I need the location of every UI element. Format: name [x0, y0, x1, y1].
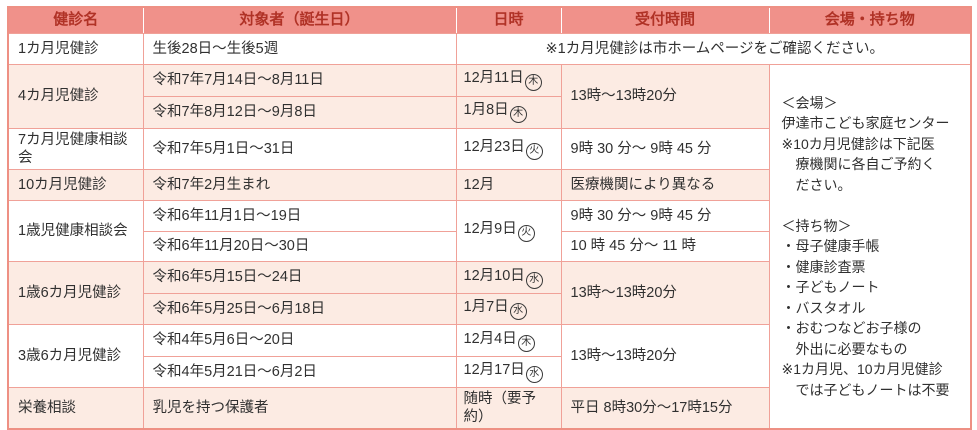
reception-time: 10 時 45 分～ 11 時 — [560, 231, 770, 262]
month1-note: ※1カ月児健診は市ホームページをご確認ください。 — [455, 32, 972, 65]
target-range: 乳児を持つ保護者 — [142, 387, 457, 430]
date-cell: 12月17日水 — [455, 356, 562, 388]
table-row: 1歳6カ月児健診 令和6年5月15日～24日 12月10日水 13時～13時20… — [7, 261, 971, 325]
date-cell: 1月8日木 — [455, 95, 562, 129]
checkup-name: 3歳6カ月児健診 — [7, 324, 144, 388]
date-text: 12月9日 — [463, 221, 517, 237]
date-cell: 12月11日木 — [455, 63, 562, 97]
table-row: 令和6年5月25日～6月18日 1月7日水 — [8, 293, 971, 325]
reception-time: 9時 30 分～ 9時 45 分 — [560, 200, 770, 232]
header-date: 日時 — [455, 5, 562, 34]
target-range: 令和4年5月21日～6月2日 — [142, 356, 457, 388]
reception-time: 9時 30 分～ 9時 45 分 — [560, 127, 770, 171]
date-text: 12月17日 — [463, 362, 525, 378]
date-cell: 12月23日火 — [455, 127, 562, 171]
checkup-name: 栄養相談 — [7, 387, 144, 430]
weekday-circle-icon: 水 — [509, 303, 527, 320]
header-row: 健診名 対象者（誕生日） 日時 受付時間 会場・持ち物 — [7, 5, 972, 34]
table-row: 7カ月児健康相談会 令和7年5月1日～31日 12月23日火 9時 30 分～ … — [7, 127, 971, 171]
date-text: 12月23日 — [463, 138, 525, 155]
reception-time: 13時～13時20分 — [560, 63, 770, 129]
table-row: 3歳6カ月児健診 令和4年5月6日～20日 12月4日木 13時～13時20分 — [7, 324, 971, 388]
target-range: 令和6年11月20日～30日 — [142, 231, 457, 262]
table-row: 4カ月児健診 令和7年7月14日～8月11日 12月11日木 13時～13時20… — [7, 63, 972, 430]
date-text: 12月 — [463, 176, 495, 193]
checkup-name: 10カ月児健診 — [7, 169, 144, 201]
target-range: 令和7年8月12日～9月8日 — [142, 95, 457, 129]
target-range: 令和6年5月25日～6月18日 — [142, 293, 457, 325]
reception-time: 医療機関により異なる — [560, 169, 770, 201]
header-reception: 受付時間 — [560, 5, 770, 34]
date-cell: 12月4日木 — [455, 324, 562, 357]
date-text: 1月7日 — [463, 299, 509, 315]
date-text: 随時（要予約） — [463, 391, 537, 426]
table-row: 令和7年8月12日～9月8日 1月8日木 — [8, 95, 971, 129]
reception-time: 13時～13時20分 — [560, 324, 770, 388]
venue-and-items-notes: ＜会場＞ 伊達市こども家庭センター ※10カ月児健診は下記医 療機関に各自ご予約… — [768, 63, 972, 430]
header-checkup-name: 健診名 — [7, 5, 144, 34]
weekday-circle-icon: 火 — [517, 225, 535, 242]
date-cell: 随時（要予約） — [455, 387, 562, 430]
target-range: 令和6年11月1日～19日 — [142, 200, 457, 232]
header-venue-items: 会場・持ち物 — [768, 5, 972, 34]
date-text: 12月11日 — [463, 70, 524, 87]
table-row: 令和6年11月20日～30日 10 時 45 分～ 11 時 — [8, 231, 971, 262]
weekday-circle-icon: 木 — [517, 334, 535, 352]
schedule-table: 健診名 対象者（誕生日） 日時 受付時間 会場・持ち物 1カ月児健診 生後28日… — [7, 5, 972, 430]
target-range: 令和7年2月生まれ — [142, 169, 457, 201]
target-range: 令和7年5月1日～31日 — [142, 127, 457, 171]
checkup-name: 1歳6カ月児健診 — [7, 261, 144, 325]
table-row: 10カ月児健診 令和7年2月生まれ 12月 医療機関により異なる — [7, 169, 971, 201]
weekday-circle-icon: 木 — [509, 106, 527, 124]
table-row: 令和4年5月21日～6月2日 12月17日水 — [8, 356, 971, 388]
reception-time: 平日 8時30分～17時15分 — [560, 387, 770, 430]
date-text: 12月10日 — [463, 267, 525, 284]
date-cell: 12月9日火 — [455, 200, 562, 262]
checkup-name: 7カ月児健康相談会 — [7, 127, 144, 171]
weekday-circle-icon: 水 — [525, 271, 543, 289]
table-row: 1歳児健康相談会 令和6年11月1日～19日 12月9日火 9時 30 分～ 9… — [7, 200, 971, 262]
table-row: 1カ月児健診 生後28日～生後5週 ※1カ月児健診は市ホームページをご確認くださ… — [7, 32, 972, 65]
weekday-circle-icon: 火 — [525, 142, 543, 160]
target-range: 生後28日～生後5週 — [142, 32, 457, 65]
date-cell: 12月10日水 — [455, 261, 562, 294]
header-target: 対象者（誕生日） — [142, 5, 457, 34]
checkup-name: 4カ月児健診 — [7, 63, 144, 129]
target-range: 令和7年7月14日～8月11日 — [142, 63, 457, 97]
weekday-circle-icon: 木 — [524, 74, 542, 92]
reception-time: 13時～13時20分 — [560, 261, 770, 325]
date-text: 12月4日 — [463, 330, 517, 347]
target-range: 令和4年5月6日～20日 — [142, 324, 457, 357]
date-cell: 1月7日水 — [455, 293, 562, 325]
target-range: 令和6年5月15日～24日 — [142, 261, 457, 294]
date-cell: 12月 — [455, 169, 562, 201]
table-row: 栄養相談 乳児を持つ保護者 随時（要予約） 平日 8時30分～17時15分 — [7, 387, 971, 430]
checkup-name: 1カ月児健診 — [7, 32, 144, 65]
checkup-name: 1歳児健康相談会 — [7, 200, 144, 262]
date-text: 1月8日 — [463, 102, 509, 119]
weekday-circle-icon: 水 — [525, 366, 543, 383]
